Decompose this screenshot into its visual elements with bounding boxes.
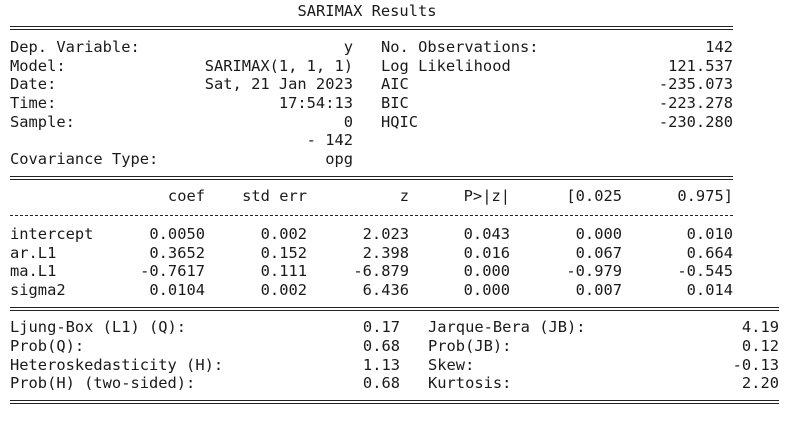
- info-value: -230.280: [658, 113, 733, 131]
- param-value: 2.398: [362, 244, 409, 262]
- diag-value: 2.20: [741, 374, 779, 392]
- column-header: 0.975]: [677, 187, 733, 205]
- param-value: 0.000: [463, 281, 510, 299]
- info-label: Time:: [10, 94, 57, 112]
- info-value: -235.073: [658, 75, 733, 93]
- separator: [10, 215, 733, 216]
- param-value: 0.002: [260, 281, 307, 299]
- diag-label: Prob(H) (two-sided):: [10, 374, 196, 392]
- info-value: 142: [705, 38, 733, 56]
- info-label: AIC: [381, 75, 409, 93]
- param-value: 0.000: [575, 225, 622, 243]
- param-value: 0.016: [463, 244, 510, 262]
- title: SARIMAX Results: [297, 2, 437, 20]
- param-value: 0.0104: [149, 281, 205, 299]
- column-header: z: [399, 187, 409, 205]
- param-value: -0.979: [566, 262, 622, 280]
- info-value: SARIMAX(1, 1, 1): [204, 57, 353, 75]
- param-value: 0.010: [686, 225, 733, 243]
- info-label: BIC: [381, 94, 409, 112]
- param-value: 0.664: [686, 244, 733, 262]
- param-value: 0.3652: [149, 244, 205, 262]
- info-value: - 142: [306, 131, 353, 149]
- param-value: -6.879: [353, 262, 409, 280]
- diag-value: -0.13: [732, 356, 779, 374]
- param-value: 0.067: [575, 244, 622, 262]
- diag-value: 0.68: [362, 337, 400, 355]
- param-name: sigma2: [10, 281, 66, 299]
- diag-value: 0.17: [362, 318, 400, 336]
- diag-value: 0.68: [362, 374, 400, 392]
- column-header: std err: [242, 187, 307, 205]
- info-label: Log Likelihood: [381, 57, 511, 75]
- separator: [10, 400, 779, 404]
- param-value: 0.000: [463, 262, 510, 280]
- diag-label: Skew:: [428, 356, 475, 374]
- info-label: Sample:: [10, 113, 75, 131]
- info-value: opg: [325, 150, 353, 168]
- info-label: Model:: [10, 57, 66, 75]
- diag-label: Kurtosis:: [428, 374, 512, 392]
- diag-label: Ljung-Box (L1) (Q):: [10, 318, 187, 336]
- separator: [10, 307, 779, 311]
- diag-label: Prob(JB):: [428, 337, 512, 355]
- param-value: 0.152: [260, 244, 307, 262]
- diag-label: Prob(Q):: [10, 337, 85, 355]
- diag-label: Jarque-Bera (JB):: [428, 318, 586, 336]
- param-name: ar.L1: [10, 244, 57, 262]
- param-value: -0.545: [677, 262, 733, 280]
- info-value: y: [343, 38, 353, 56]
- param-value: 0.043: [463, 225, 510, 243]
- separator: [10, 26, 733, 30]
- param-value: 0.002: [260, 225, 307, 243]
- separator: [10, 176, 733, 180]
- info-value: 121.537: [668, 57, 733, 75]
- info-label: Covariance Type:: [10, 150, 159, 168]
- diag-value: 0.12: [741, 337, 779, 355]
- info-value: 17:54:13: [278, 94, 353, 112]
- diag-value: 4.19: [741, 318, 779, 336]
- column-header: coef: [167, 187, 205, 205]
- info-label: Date:: [10, 75, 57, 93]
- info-label: No. Observations:: [381, 38, 539, 56]
- param-value: 0.111: [260, 262, 307, 280]
- param-value: 6.436: [362, 281, 409, 299]
- param-value: 0.0050: [149, 225, 205, 243]
- info-label: HQIC: [381, 113, 419, 131]
- info-label: Dep. Variable:: [10, 38, 140, 56]
- info-value: Sat, 21 Jan 2023: [204, 75, 353, 93]
- param-value: -0.7617: [140, 262, 205, 280]
- info-value: 0: [343, 113, 353, 131]
- param-name: ma.L1: [10, 262, 57, 280]
- param-value: 0.014: [686, 281, 733, 299]
- column-header: [0.025: [566, 187, 622, 205]
- column-header: P>|z|: [463, 187, 510, 205]
- info-value: -223.278: [658, 94, 733, 112]
- param-name: intercept: [10, 225, 94, 243]
- diag-value: 1.13: [362, 356, 400, 374]
- param-value: 0.007: [575, 281, 622, 299]
- diag-label: Heteroskedasticity (H):: [10, 356, 224, 374]
- param-value: 2.023: [362, 225, 409, 243]
